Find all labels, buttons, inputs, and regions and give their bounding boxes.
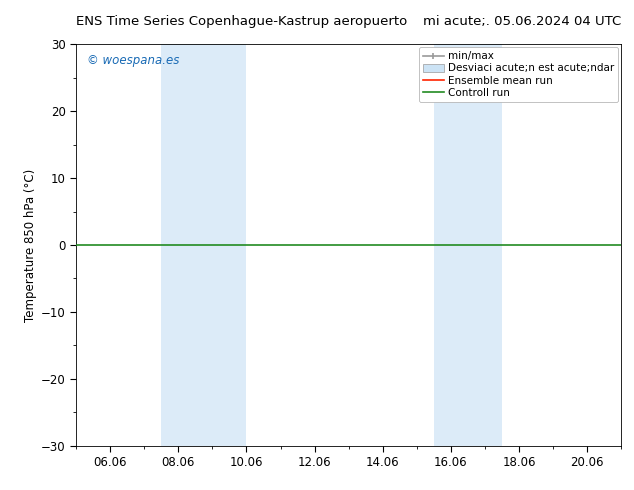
Text: ENS Time Series Copenhague-Kastrup aeropuerto: ENS Time Series Copenhague-Kastrup aerop… xyxy=(76,15,407,28)
Y-axis label: Temperature 850 hPa (°C): Temperature 850 hPa (°C) xyxy=(23,169,37,321)
Text: mi acute;. 05.06.2024 04 UTC: mi acute;. 05.06.2024 04 UTC xyxy=(423,15,621,28)
Bar xyxy=(161,44,247,446)
Legend: min/max, Desviaci acute;n est acute;ndar, Ensemble mean run, Controll run: min/max, Desviaci acute;n est acute;ndar… xyxy=(418,47,618,102)
Bar xyxy=(434,44,502,446)
Text: © woespana.es: © woespana.es xyxy=(87,54,179,67)
